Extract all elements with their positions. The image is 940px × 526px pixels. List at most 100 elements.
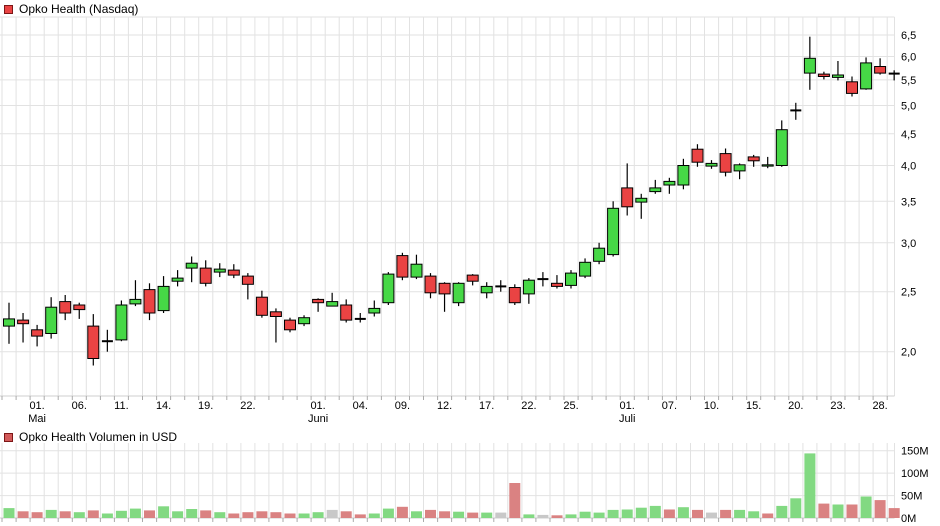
candle	[593, 242, 606, 265]
volume-bar	[523, 514, 535, 518]
candle	[522, 278, 535, 304]
volume-bar	[846, 504, 858, 518]
volume-bar	[860, 496, 872, 518]
price-tick-label: 4,0	[901, 161, 916, 173]
volume-bar	[200, 510, 212, 518]
x-month-label: Mai	[28, 413, 46, 425]
candle	[157, 276, 170, 313]
volume-bar	[481, 512, 493, 518]
volume-bar	[748, 511, 760, 518]
candle	[73, 302, 86, 319]
candle	[3, 302, 15, 344]
x-tick-label: 10.	[704, 400, 719, 412]
x-tick-label: 07.	[662, 400, 677, 412]
candle	[269, 308, 282, 343]
volume-bar	[326, 509, 338, 518]
volume-tick-label: 0M	[901, 513, 916, 525]
candle	[860, 57, 873, 90]
volume-bar	[158, 506, 170, 518]
volume-bar	[31, 512, 43, 518]
x-tick-label: 01.	[620, 400, 635, 412]
volume-bar	[804, 453, 816, 518]
candles	[3, 36, 900, 366]
volume-bar	[284, 513, 296, 518]
price-tick-label: 4,5	[901, 129, 916, 141]
candle	[551, 275, 563, 289]
volume-bar	[776, 505, 788, 518]
volume-bar	[172, 511, 184, 518]
candle	[17, 313, 30, 343]
gridlines	[0, 16, 895, 519]
candle	[396, 252, 409, 281]
volume-bar	[593, 512, 605, 518]
candle	[115, 300, 128, 342]
candle	[832, 61, 844, 81]
volume-bar	[663, 509, 675, 518]
candle	[719, 148, 732, 177]
x-month-label: Juli	[619, 413, 636, 425]
volume-bar	[59, 511, 71, 518]
volume-bar	[101, 513, 113, 518]
candle	[340, 299, 353, 323]
volume-bar	[495, 512, 507, 518]
candle	[565, 270, 577, 289]
x-tick-label: 14.	[156, 400, 171, 412]
price-tick-label: 6,0	[901, 52, 916, 64]
volume-bar	[228, 513, 240, 518]
volume-bar	[874, 500, 886, 518]
candle	[579, 258, 592, 279]
candle	[452, 282, 465, 307]
candle	[241, 273, 254, 300]
candle	[691, 144, 704, 167]
x-tick-label: 17.	[479, 400, 494, 412]
volume-bar	[73, 512, 85, 518]
x-tick-label: 12.	[437, 400, 452, 412]
x-tick-label: 25.	[563, 400, 578, 412]
volume-bar	[298, 513, 310, 518]
candle	[621, 163, 634, 216]
candle	[803, 36, 816, 90]
volume-tick-label: 50M	[901, 491, 922, 503]
candle	[255, 290, 268, 318]
candle	[213, 263, 226, 278]
volume-bar	[270, 512, 282, 518]
candle	[775, 120, 788, 167]
candle	[495, 280, 507, 292]
price-chart-title: Opko Health (Nasdaq)	[19, 2, 139, 16]
volume-tick-label: 100M	[901, 468, 929, 480]
volume-bar	[411, 511, 422, 518]
candle	[199, 260, 212, 287]
candle	[874, 58, 887, 75]
price-tick-label: 2,0	[901, 347, 916, 359]
candle	[87, 314, 100, 366]
candle	[185, 256, 198, 283]
volume-bar	[565, 514, 577, 518]
volume-tick-label: 150M	[901, 446, 929, 458]
candle	[143, 283, 156, 321]
volume-bar	[677, 507, 689, 518]
candle	[817, 71, 830, 80]
candle	[298, 315, 311, 327]
volume-bar	[45, 509, 57, 518]
candle	[733, 163, 746, 180]
price-tick-label: 5,5	[901, 75, 916, 87]
candle	[326, 292, 339, 307]
volume-bars	[3, 453, 900, 518]
candle	[438, 282, 451, 312]
candle	[888, 70, 900, 81]
candle	[790, 102, 802, 120]
candle	[537, 272, 549, 287]
candle	[508, 284, 521, 305]
volume-bar	[832, 504, 844, 518]
x-tick-label: 04.	[353, 400, 368, 412]
candle	[227, 264, 240, 279]
candle	[354, 313, 366, 323]
price-tick-label: 6,5	[901, 30, 916, 42]
candle	[284, 317, 296, 333]
volume-bar	[692, 509, 703, 518]
volume-bar	[425, 509, 436, 518]
candle	[31, 324, 44, 347]
volume-bar	[354, 514, 366, 518]
candle	[101, 329, 113, 352]
